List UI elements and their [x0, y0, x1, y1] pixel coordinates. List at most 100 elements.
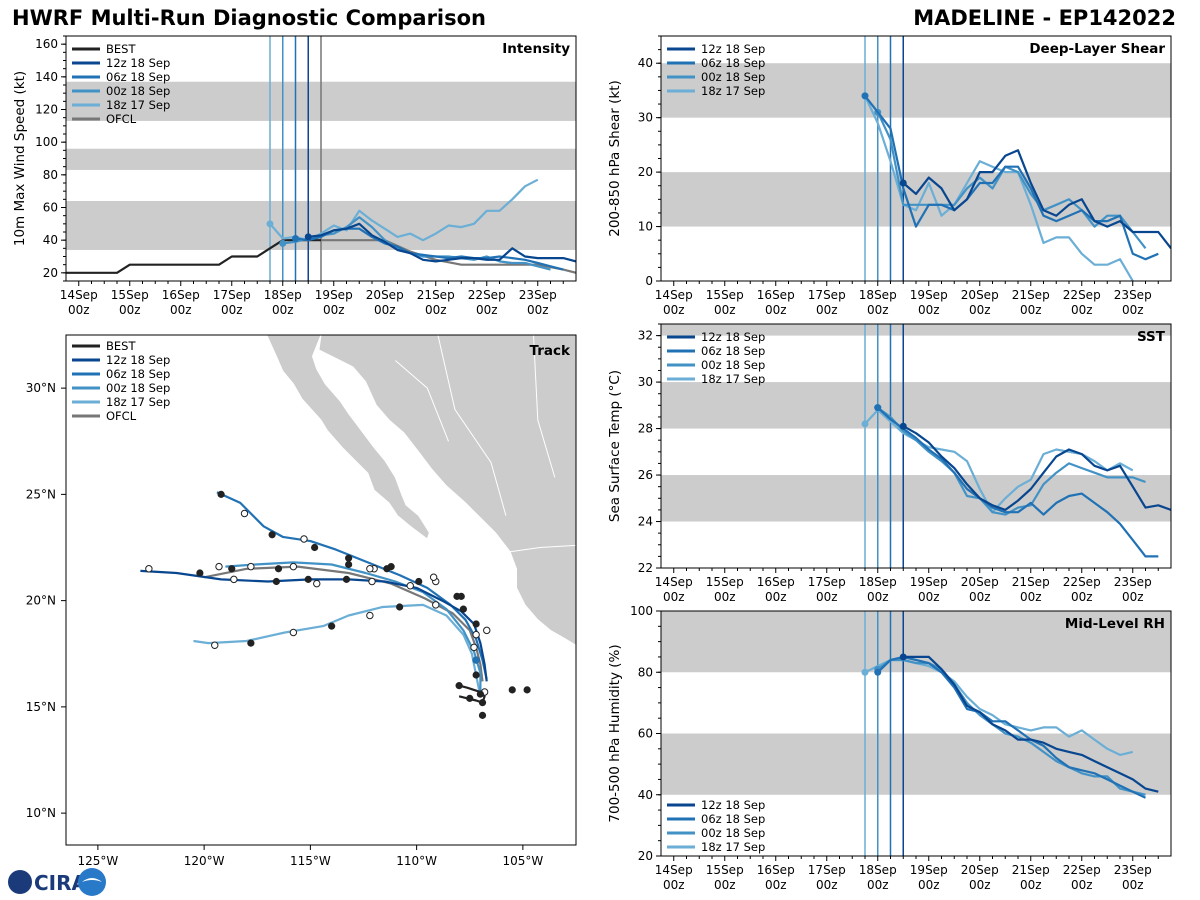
track-fix-marker: [345, 554, 353, 562]
track-line-18z-17-sep: [193, 603, 482, 697]
x-tick-label: 17Sep: [808, 288, 846, 302]
shade-band: [661, 63, 1171, 118]
x-tick-label: 00z: [1122, 878, 1144, 892]
series-line-12z-18-sep: [308, 222, 576, 263]
y-tick-label: 100: [630, 604, 653, 618]
track-fix-marker: [311, 543, 319, 552]
x-tick-label: 00z: [170, 303, 192, 317]
x-tick-label: 20Sep: [961, 575, 999, 589]
series-line-12z-18-sep: [902, 425, 1171, 511]
y-tick-label: 100: [35, 135, 58, 149]
track-fix-open-marker: [366, 611, 374, 620]
x-tick-label: 00z: [476, 303, 498, 317]
x-tick-label: 115°W: [290, 854, 331, 868]
x-tick-label: 23Sep: [1114, 288, 1152, 302]
x-tick-label: 00z: [68, 303, 90, 317]
track-fix-marker: [508, 686, 516, 694]
y-tick-label: 26: [638, 468, 653, 482]
track-fix-marker: [228, 565, 236, 573]
panel-title: Mid-Level RH: [1065, 616, 1165, 632]
init-point-marker: [861, 92, 869, 100]
series-line-12z-18-sep: [902, 149, 1171, 249]
x-tick-label: 23Sep: [1114, 863, 1152, 877]
x-tick-label: 22Sep: [1063, 863, 1101, 877]
track-fix-marker: [345, 560, 353, 569]
y-tick-label: 32: [638, 329, 653, 343]
x-tick-label: 21Sep: [1012, 288, 1050, 302]
state-border: [533, 335, 556, 478]
track-fix-marker: [415, 577, 423, 586]
state-border: [437, 335, 507, 516]
track-fix-marker: [272, 577, 280, 586]
legend-label: 18z 17 Sep: [701, 840, 765, 854]
shade-band: [661, 475, 1171, 522]
x-tick-label: 00z: [272, 303, 294, 317]
track-fix-open-marker: [368, 577, 376, 586]
land-baja: [266, 335, 430, 540]
state-border: [510, 544, 576, 553]
track-fix-open-marker: [406, 582, 414, 590]
y-tick-label: 22: [638, 561, 653, 575]
x-tick-label: 00z: [527, 303, 549, 317]
x-tick-label: 125°W: [77, 854, 118, 868]
legend-label: 12z 18 Sep: [701, 798, 765, 812]
x-tick-label: 15Sep: [706, 575, 744, 589]
x-tick-label: 00z: [765, 878, 787, 892]
x-tick-label: 00z: [816, 303, 838, 317]
legend-label: 12z 18 Sep: [701, 330, 765, 344]
x-tick-label: 18Sep: [859, 288, 897, 302]
chart-sst: 22242628303214Sep00z15Sep00z16Sep00z17Se…: [607, 323, 1172, 604]
x-tick-label: 00z: [1122, 590, 1144, 604]
init-point-marker: [874, 668, 882, 676]
panel-title: Intensity: [502, 41, 570, 57]
panel-title: Track: [530, 343, 571, 359]
x-tick-label: 00z: [714, 590, 736, 604]
legend-label: 12z 18 Sep: [106, 56, 170, 70]
y-tick-label: 80: [638, 665, 653, 679]
x-tick-label: 00z: [1020, 878, 1042, 892]
x-tick-label: 18Sep: [859, 863, 897, 877]
x-tick-label: 20Sep: [366, 288, 404, 302]
x-tick-label: 00z: [1071, 878, 1093, 892]
x-tick-label: 00z: [867, 303, 889, 317]
track-fix-open-marker: [289, 628, 298, 637]
track-fix-marker: [472, 620, 480, 628]
plot-area: [661, 36, 1171, 281]
x-tick-label: 00z: [663, 590, 685, 604]
logo-badge-icon: [78, 868, 106, 896]
track-fix-open-marker: [145, 565, 153, 573]
track-fix-marker: [466, 694, 474, 702]
x-tick-label: 18Sep: [859, 575, 897, 589]
y-tick-label: 40: [43, 233, 58, 247]
x-tick-label: 21Sep: [1012, 863, 1050, 877]
x-tick-label: 00z: [918, 878, 940, 892]
init-point-marker: [861, 668, 869, 676]
x-tick-label: 19Sep: [315, 288, 353, 302]
y-tick-label: 20: [638, 165, 653, 179]
x-tick-label: 00z: [765, 303, 787, 317]
series-line-06z-18-sep: [864, 95, 1159, 261]
panel-title: SST: [1137, 329, 1166, 345]
init-point-marker: [899, 422, 907, 430]
x-tick-label: 00z: [1071, 303, 1093, 317]
x-tick-label: 22Sep: [1063, 575, 1101, 589]
x-tick-label: 00z: [119, 303, 141, 317]
track-fix-marker: [387, 563, 395, 571]
globe-icon: [8, 870, 32, 894]
x-tick-label: 14Sep: [60, 288, 98, 302]
x-tick-label: 00z: [816, 878, 838, 892]
x-tick-label: 18Sep: [264, 288, 302, 302]
x-tick-label: 00z: [1020, 303, 1042, 317]
y-tick-label: 60: [43, 201, 58, 215]
y-axis-label: 700-500 hPa Humidity (%): [607, 644, 623, 822]
init-point-marker: [899, 179, 907, 187]
y-tick-label: 30°N: [26, 381, 56, 395]
y-tick-label: 30: [638, 375, 653, 389]
legend-label: 06z 18 Sep: [701, 344, 765, 358]
x-tick-label: 16Sep: [757, 575, 795, 589]
init-point-marker: [266, 220, 274, 228]
x-tick-label: 21Sep: [417, 288, 455, 302]
track-fix-open-marker: [240, 509, 249, 518]
